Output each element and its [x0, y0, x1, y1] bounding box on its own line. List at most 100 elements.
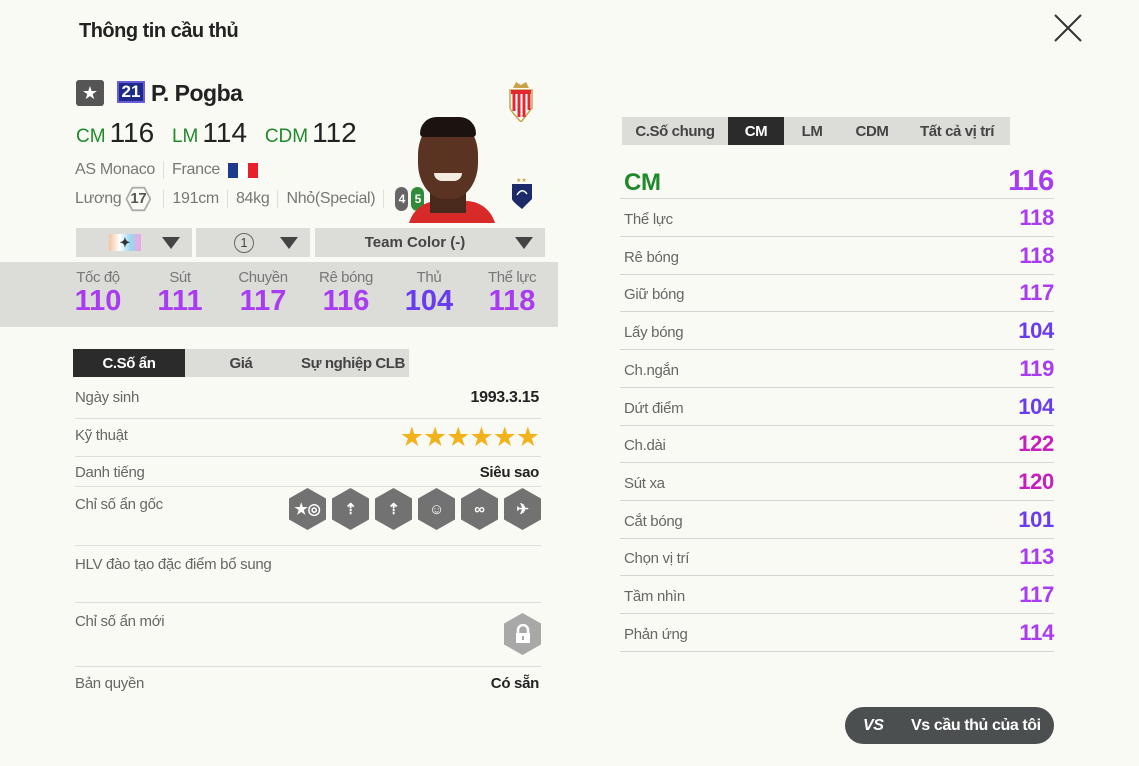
chevron-down-icon: [280, 237, 298, 249]
chevron-down-icon: [515, 237, 533, 249]
lock-icon[interactable]: [504, 613, 541, 655]
attribute-value: 101: [1018, 506, 1054, 532]
attribute-row: Giữ bóng 117: [620, 274, 1054, 313]
attribute-row: Cắt bóng 101: [620, 501, 1054, 539]
page-title: Thông tin cầu thủ: [79, 20, 239, 42]
main-stat-label: Rê bóng: [319, 269, 373, 286]
salary-badge: 17: [125, 186, 152, 212]
new-traits-label: Chỉ số ẩn mới: [75, 613, 165, 630]
attribute-name: Chọn vị trí: [624, 550, 690, 568]
nation-name: France: [172, 161, 221, 178]
main-stat-value: 110: [74, 285, 122, 317]
main-stats-band: Tốc độ 110 Sút 111 Chuyền 117 Rê bóng 116 Thủ 104…: [0, 262, 558, 327]
attribute-name: Cắt bóng: [624, 512, 683, 530]
attribute-name: Ch.ngắn: [624, 361, 679, 379]
main-stat-label: Thủ: [416, 269, 442, 286]
close-icon[interactable]: [1052, 12, 1084, 44]
helmet-head-icon[interactable]: ☺: [418, 488, 455, 530]
reputation-row: Danh tiếng Siêu sao: [75, 464, 541, 487]
license-row: Bản quyền Có sẵn: [75, 675, 541, 699]
main-stat: Sút 111: [140, 269, 220, 316]
attribute-name: Sút xa: [624, 474, 665, 492]
team-color-dropdown[interactable]: Team Color (-): [315, 228, 545, 257]
attribute-row: Dứt điểm 104: [620, 388, 1054, 426]
attribute-value: 114: [1019, 619, 1054, 645]
physical-info: Lương 17 191cm 84kg Nhỏ(Special) 4 5: [75, 186, 425, 212]
card-upgrade-dropdown[interactable]: ✦: [76, 228, 192, 257]
attribute-value: 118: [1019, 242, 1054, 268]
tab-price[interactable]: Giá: [229, 354, 253, 372]
player-name: P. Pogba: [151, 80, 243, 106]
birth-value: 1993.3.15: [470, 389, 540, 406]
tab-cm[interactable]: CM: [728, 117, 784, 145]
tab-all-positions[interactable]: Tất cả vị trí: [920, 122, 994, 140]
grade-value: 1: [234, 233, 254, 253]
skill-row: Kỹ thuật ★★★★★★: [75, 422, 541, 457]
position-ovr: 114: [202, 117, 248, 148]
compare-my-player-button[interactable]: VS Vs cầu thủ của tôi: [845, 707, 1054, 744]
tab-general[interactable]: C.Số chung: [635, 122, 715, 140]
skill-stars: ★★★★★★: [399, 422, 540, 452]
salary-label: Lương: [75, 190, 122, 207]
chevron-down-icon: [162, 237, 180, 249]
attribute-row: Sút xa 120: [620, 463, 1054, 501]
attribute-name: Phản ứng: [624, 625, 688, 643]
vs-search-icon: VS: [863, 716, 884, 734]
tab-cdm[interactable]: CDM: [855, 122, 889, 140]
new-traits-row: Chỉ số ẩn mới: [75, 613, 541, 667]
tab-hidden-stats[interactable]: C.Số ẩn: [73, 349, 185, 377]
position-ratings: CM 116 LM 114 CDM 112: [76, 117, 367, 149]
attribute-row: Lấy bóng 104: [620, 312, 1054, 351]
attribute-value: 118: [1019, 205, 1054, 230]
tab-lm[interactable]: LM: [801, 122, 823, 140]
attribute-row: Ch.ngắn 119: [620, 350, 1054, 388]
club-name: AS Monaco: [75, 161, 156, 178]
main-stat-value: 111: [157, 285, 203, 317]
body-type: Nhỏ(Special): [286, 190, 376, 207]
playmaker-route-icon[interactable]: ∞: [461, 488, 498, 530]
favorite-star-icon[interactable]: ★: [76, 80, 104, 106]
summary-value: 116: [1008, 165, 1054, 197]
attribute-row: Phản ứng 114: [620, 614, 1054, 652]
flair-shot-icon[interactable]: ✈: [504, 488, 541, 530]
birth-label: Ngày sinh: [75, 389, 140, 406]
main-stat-value: 117: [239, 285, 287, 317]
reputation-label: Danh tiếng: [75, 464, 145, 481]
attribute-value: 120: [1018, 468, 1054, 494]
attribute-row: Chọn vị trí 113: [620, 538, 1054, 577]
attribute-name: Rê bóng: [624, 248, 679, 266]
reputation-value: Siêu sao: [479, 464, 540, 481]
coach-row: HLV đào tạo đặc điểm bổ sung: [75, 556, 541, 603]
tab-club-career[interactable]: Sự nghiệp CLB: [301, 354, 405, 372]
main-stat: Chuyền 117: [223, 269, 303, 316]
attribute-value: 104: [1018, 318, 1054, 344]
france-team-crest-icon: ★★: [512, 177, 532, 209]
grade-dropdown[interactable]: 1: [196, 228, 310, 257]
team-color-value: Team Color (-): [364, 234, 466, 251]
position-ovr: 116: [109, 117, 155, 148]
boot-target-icon[interactable]: ★◎: [289, 488, 326, 530]
position-label: CM: [76, 126, 106, 147]
france-flag-icon: [228, 162, 259, 178]
right-tabs: C.Số chung CM LM CDM Tất cả vị trí: [622, 117, 1010, 145]
power-header-icon[interactable]: ⇡: [332, 488, 369, 530]
long-shot-icon[interactable]: ⇡: [375, 488, 412, 530]
birth-row: Ngày sinh 1993.3.15: [75, 389, 541, 419]
attribute-row: Tầm nhìn 117: [620, 576, 1054, 614]
position-label: LM: [171, 126, 199, 147]
attribute-row: Rê bóng 118: [620, 237, 1054, 275]
attribute-name: Ch.dài: [624, 437, 666, 455]
position-ovr: 112: [312, 117, 357, 148]
main-stat-value: 118: [488, 285, 536, 317]
main-stat: Thể lực 118: [472, 269, 552, 316]
attribute-row: Thể lực 118: [620, 199, 1054, 237]
summary-position: CM: [624, 169, 661, 196]
compare-label: Vs cầu thủ của tôi: [911, 716, 1041, 734]
svg-text:★★: ★★: [516, 177, 527, 184]
attribute-value: 117: [1019, 582, 1054, 607]
traits-row: Chỉ số ẩn gốc ★◎ ⇡ ⇡ ☺ ∞ ✈: [75, 488, 541, 546]
attribute-name: Lấy bóng: [624, 324, 684, 342]
coach-label: HLV đào tạo đặc điểm bổ sung: [75, 556, 272, 573]
main-stat: Rê bóng 116: [306, 269, 386, 316]
main-stat-label: Sút: [169, 269, 191, 286]
